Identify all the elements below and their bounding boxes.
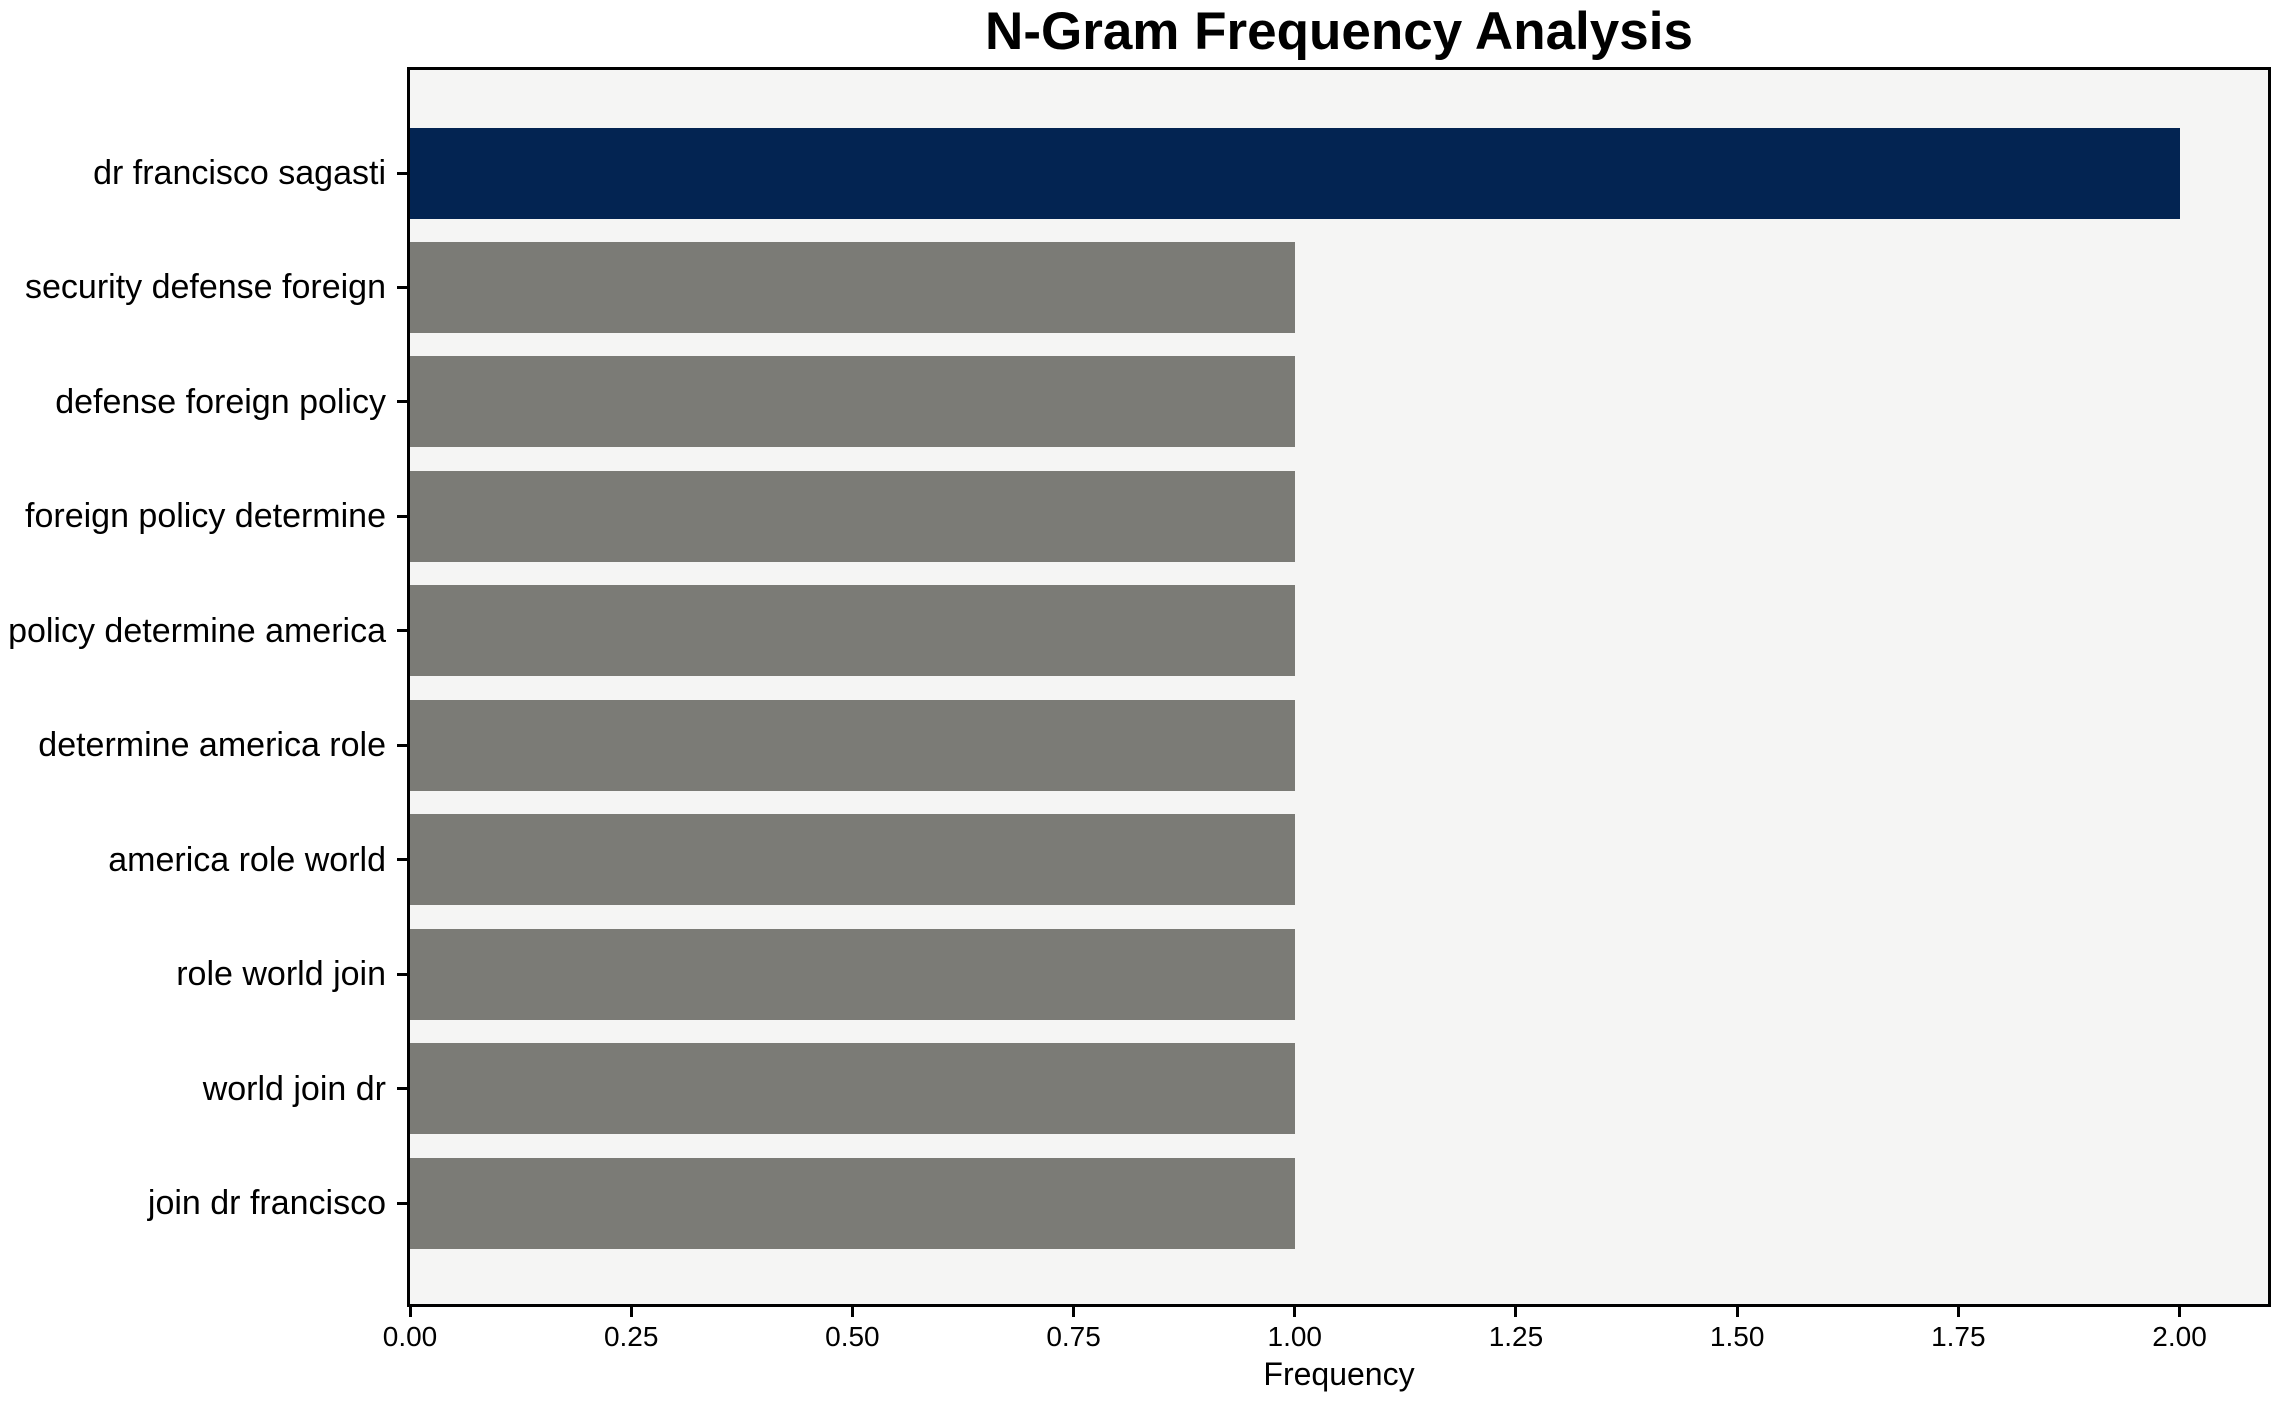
x-tick	[629, 1304, 633, 1317]
y-tick-label: america role world	[108, 840, 386, 879]
y-tick-label: foreign policy determine	[25, 497, 386, 536]
y-tick-label: role world join	[176, 955, 386, 994]
x-tick	[1293, 1304, 1297, 1317]
bar	[410, 127, 2180, 219]
y-tick	[397, 743, 410, 747]
x-tick-label: 0.25	[603, 1321, 659, 1352]
x-tick-label: 1.75	[1931, 1321, 1986, 1352]
x-tick	[1514, 1304, 1518, 1317]
bar	[410, 241, 1295, 333]
x-tick-label: 0.75	[1046, 1321, 1101, 1352]
bar	[410, 470, 1295, 562]
y-tick	[397, 629, 410, 633]
y-tick	[397, 400, 410, 404]
chart-title: N-Gram Frequency Analysis	[985, 2, 1693, 61]
x-tick	[1956, 1304, 1960, 1317]
y-tick	[397, 972, 410, 976]
x-tick	[1072, 1304, 1076, 1317]
x-tick	[408, 1304, 412, 1317]
x-tick	[1735, 1304, 1739, 1317]
y-tick-label: determine america role	[38, 726, 386, 765]
y-tick	[397, 514, 410, 518]
y-tick	[397, 1201, 410, 1205]
x-tick	[850, 1304, 854, 1317]
bar	[410, 814, 1295, 906]
x-tick-label: 1.25	[1488, 1321, 1544, 1352]
bar	[410, 928, 1295, 1020]
x-tick	[2178, 1304, 2182, 1317]
x-tick-label: 0.50	[825, 1321, 880, 1352]
bar	[410, 1157, 1295, 1249]
bar	[410, 699, 1295, 791]
y-tick-label: policy determine america	[8, 611, 386, 650]
y-tick	[397, 285, 410, 289]
bar	[410, 585, 1295, 677]
bar	[410, 1043, 1295, 1135]
x-tick-label: 2.00	[2152, 1321, 2207, 1352]
x-tick-label: 1.50	[1709, 1321, 1765, 1352]
y-tick-label: defense foreign policy	[55, 382, 386, 421]
x-tick-label: 0.00	[382, 1321, 438, 1352]
y-tick-label: world join dr	[202, 1069, 386, 1108]
y-tick	[397, 171, 410, 175]
y-tick-label: security defense foreign	[25, 268, 386, 307]
x-axis-label: Frequency	[1263, 1356, 1415, 1392]
bar	[410, 356, 1295, 448]
y-tick	[397, 858, 410, 862]
y-tick-label: join dr francisco	[147, 1184, 386, 1223]
y-tick-label: dr francisco sagasti	[93, 154, 386, 192]
x-tick-label: 1.00	[1267, 1321, 1323, 1352]
y-tick	[397, 1087, 410, 1091]
